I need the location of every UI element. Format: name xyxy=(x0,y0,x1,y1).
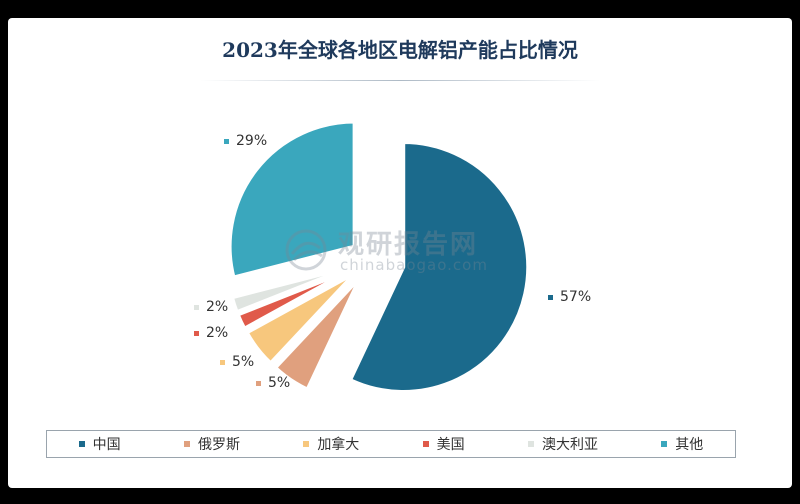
watermark-logo-icon xyxy=(285,229,327,271)
pie-slice-1 xyxy=(272,275,363,393)
watermark: 观研报告网 chinabaogao.com xyxy=(280,224,520,280)
pie-slice-5 xyxy=(227,119,357,281)
legend-label: 澳大利亚 xyxy=(541,437,598,453)
legend-label: 加拿大 xyxy=(317,437,360,453)
chart-panel xyxy=(8,18,792,488)
legend-label: 中国 xyxy=(92,437,121,453)
slice-label-marker xyxy=(194,331,199,336)
legend-label: 美国 xyxy=(436,437,465,453)
legend-swatch xyxy=(303,441,310,447)
slice-label: 5% xyxy=(268,375,290,391)
watermark-text-cn: 观研报告网 xyxy=(338,230,479,260)
slice-label-marker xyxy=(224,139,229,144)
legend-swatch xyxy=(661,441,668,447)
legend-item: 加拿大 xyxy=(303,434,359,454)
slice-label-marker xyxy=(548,295,553,300)
slice-label: 29% xyxy=(236,133,267,149)
chart-title: 2023年全球各地区电解铝产能占比情况 xyxy=(222,38,578,62)
legend-item: 美国 xyxy=(422,434,465,454)
legend-label: 其他 xyxy=(675,437,704,453)
chart-legend: 中国 俄罗斯 加拿大 美国 澳大利亚 其他 xyxy=(46,430,736,458)
legend-item: 其他 xyxy=(661,434,703,454)
slice-label: 5% xyxy=(232,354,254,370)
legend-swatch xyxy=(183,441,190,447)
legend-item: 俄罗斯 xyxy=(183,434,240,454)
slice-label: 2% xyxy=(206,325,228,341)
watermark-text-en: chinabaogao.com xyxy=(340,256,488,274)
legend-swatch xyxy=(422,441,429,447)
pie-slice-2 xyxy=(243,270,358,367)
legend-label: 俄罗斯 xyxy=(197,437,240,453)
legend-item: 澳大利亚 xyxy=(527,434,598,454)
pie-slice-3 xyxy=(235,266,355,332)
title-divider xyxy=(200,80,600,81)
slice-label: 57% xyxy=(560,289,591,305)
slice-label: 2% xyxy=(206,299,228,315)
slice-label-marker xyxy=(220,360,225,365)
legend-item: 中国 xyxy=(78,434,121,454)
legend-swatch xyxy=(527,441,534,447)
legend-swatch xyxy=(78,441,85,447)
pie-slice-4 xyxy=(229,264,354,315)
pie-slice-0 xyxy=(347,139,531,394)
slice-label-marker xyxy=(256,381,261,386)
slice-label-marker xyxy=(194,305,199,310)
